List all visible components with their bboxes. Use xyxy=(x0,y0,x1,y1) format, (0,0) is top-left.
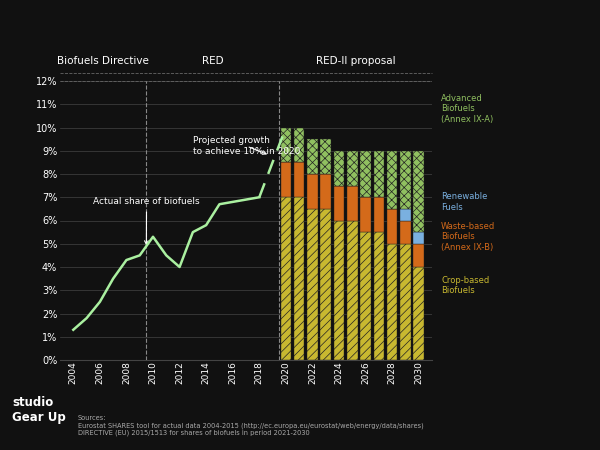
Bar xyxy=(347,151,358,185)
Bar xyxy=(374,232,384,360)
Text: Crop-based
Biofuels: Crop-based Biofuels xyxy=(441,276,489,295)
Bar xyxy=(281,127,291,162)
Bar xyxy=(334,151,344,185)
Bar xyxy=(294,197,304,360)
Text: RED: RED xyxy=(202,56,224,66)
Bar xyxy=(400,151,411,209)
Bar xyxy=(320,209,331,360)
Text: Advanced
Biofuels
(Annex IX-A): Advanced Biofuels (Annex IX-A) xyxy=(441,94,493,124)
Bar xyxy=(400,209,411,220)
Bar xyxy=(360,197,371,232)
Bar xyxy=(347,220,358,360)
Text: Actual share of biofuels: Actual share of biofuels xyxy=(93,198,200,244)
Bar xyxy=(413,267,424,360)
Bar xyxy=(400,244,411,360)
Text: RED-II proposal: RED-II proposal xyxy=(316,56,395,66)
Bar xyxy=(334,185,344,220)
Bar xyxy=(347,185,358,220)
Bar xyxy=(307,209,318,360)
Bar xyxy=(281,162,291,197)
Bar xyxy=(360,151,371,197)
Text: Sources:
Eurostat SHARES tool for actual data 2004-2015 (http://ec.europa.eu/eur: Sources: Eurostat SHARES tool for actual… xyxy=(78,415,424,436)
Bar xyxy=(374,151,384,197)
Bar xyxy=(413,232,424,244)
Bar xyxy=(334,220,344,360)
Bar xyxy=(400,220,411,244)
Bar xyxy=(294,162,304,197)
Bar xyxy=(320,174,331,209)
Bar xyxy=(281,197,291,360)
Bar xyxy=(374,197,384,232)
Bar xyxy=(360,232,371,360)
Bar xyxy=(387,209,397,244)
Bar xyxy=(387,244,397,360)
Bar xyxy=(307,139,318,174)
Text: Projected growth
to achieve 10% in 2020: Projected growth to achieve 10% in 2020 xyxy=(193,136,300,156)
Text: studio
Gear Up: studio Gear Up xyxy=(12,396,66,424)
Text: Biofuels Directive: Biofuels Directive xyxy=(57,56,149,66)
Bar xyxy=(294,127,304,162)
Bar xyxy=(413,151,424,232)
Bar xyxy=(413,244,424,267)
Text: Renewable
Fuels: Renewable Fuels xyxy=(441,192,487,212)
Text: Waste-based
Biofuels
(Annex IX-B): Waste-based Biofuels (Annex IX-B) xyxy=(441,222,495,252)
Bar xyxy=(320,139,331,174)
Bar xyxy=(387,151,397,209)
Bar xyxy=(307,174,318,209)
